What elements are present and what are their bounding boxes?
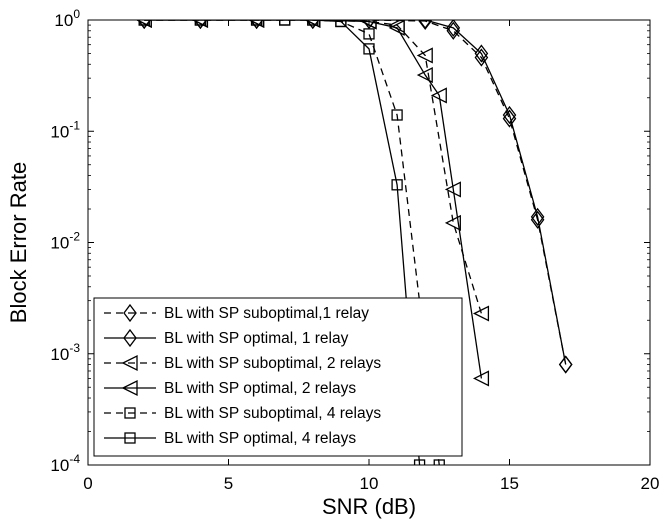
- legend-entry: BL with SP optimal, 2 relays: [104, 379, 356, 397]
- square-marker: [391, 109, 403, 121]
- legend-box: [93, 297, 463, 457]
- legend-label: BL with SP suboptimal,1 relay: [164, 305, 369, 322]
- triangle-left-marker: [444, 181, 461, 198]
- square-marker: [279, 20, 291, 26]
- diamond-marker: [446, 21, 461, 40]
- y-tick-label: 10-2: [50, 230, 80, 253]
- diamond-marker: [137, 20, 152, 30]
- diamond-marker: [249, 20, 264, 30]
- legend-entry: BL with SP suboptimal, 2 relays: [104, 354, 381, 372]
- square-marker: [250, 20, 263, 26]
- triangle-left-marker: [191, 20, 209, 29]
- diamond-marker: [362, 20, 376, 30]
- legend-entry: BL with SP suboptimal, 4 relays: [104, 405, 381, 422]
- x-axis-title: SNR (dB): [322, 494, 416, 519]
- diamond-marker: [474, 44, 489, 63]
- diamond-marker: [530, 210, 545, 229]
- legend: BL with SP suboptimal,1 relay BL with SP …: [93, 297, 463, 457]
- legend-label: BL with SP optimal, 1 relay: [164, 330, 349, 347]
- x-tick-label: 20: [641, 474, 660, 493]
- diamond-marker: [474, 48, 489, 67]
- triangle-left-marker: [248, 20, 265, 29]
- triangle-left-marker: [304, 20, 321, 29]
- triangle-left-marker: [416, 47, 433, 64]
- legend-label: BL with SP optimal, 4 relays: [164, 430, 356, 447]
- square-marker: [335, 20, 347, 28]
- y-tick-label: 10-1: [50, 118, 80, 141]
- legend-label: BL with SP suboptimal, 4 relays: [164, 405, 381, 422]
- triangle-left-marker: [121, 379, 138, 397]
- y-axis-title: Block Error Rate: [6, 162, 31, 323]
- square-marker: [124, 432, 136, 444]
- triangle-left-marker: [388, 20, 405, 36]
- square-marker: [363, 43, 375, 55]
- legend-label: BL with SP optimal, 2 relays: [164, 380, 356, 397]
- legend-label: BL with SP suboptimal, 2 relays: [164, 355, 381, 372]
- diamond-marker: [123, 328, 137, 348]
- square-marker: [138, 20, 150, 26]
- square-marker: [124, 407, 136, 419]
- series-layer: [135, 20, 573, 465]
- square-marker: [433, 459, 445, 465]
- triangle-left-marker: [121, 354, 138, 372]
- legend-entry: BL with SP optimal, 4 relays: [104, 430, 356, 447]
- x-tick-label: 15: [500, 474, 519, 493]
- triangle-left-marker: [416, 67, 433, 84]
- series-6: [138, 20, 426, 465]
- diamond-marker: [418, 20, 433, 30]
- triangle-left-marker: [472, 305, 490, 322]
- y-tick-label: 10-4: [50, 452, 80, 475]
- diamond-marker: [123, 303, 137, 323]
- ticks-layer: 0 5 10 15 20 10-4 10-3 10-2 10-1 100: [50, 7, 659, 493]
- triangle-left-marker: [444, 214, 461, 231]
- diamond-marker: [446, 20, 461, 37]
- square-marker: [194, 20, 207, 26]
- x-tick-label: 0: [83, 474, 92, 493]
- triangle-left-marker: [135, 20, 152, 29]
- diamond-marker: [305, 20, 320, 30]
- diamond-marker: [502, 105, 517, 125]
- triangle-left-marker: [430, 87, 447, 104]
- diamond-marker: [558, 355, 573, 374]
- diamond-marker: [502, 109, 517, 128]
- square-marker: [413, 459, 426, 465]
- square-marker: [363, 28, 375, 40]
- series-1-line: [144, 20, 567, 365]
- diamond-marker: [530, 207, 545, 226]
- square-marker: [391, 179, 403, 191]
- legend-entry: BL with SP optimal, 1 relay: [104, 328, 349, 348]
- diamond-marker: [193, 20, 208, 30]
- square-marker: [307, 20, 319, 26]
- series-4-line: [144, 20, 483, 379]
- series-6-line: [144, 20, 421, 465]
- series-2: [137, 20, 573, 374]
- legend-entry: BL with SP suboptimal,1 relay: [104, 303, 369, 323]
- y-tick-label: 100: [54, 7, 80, 30]
- triangle-left-marker: [472, 370, 490, 387]
- series-2-line: [144, 20, 567, 365]
- x-tick-label: 5: [224, 474, 233, 493]
- y-tick-label: 10-3: [50, 341, 80, 364]
- x-tick-label: 10: [360, 474, 379, 493]
